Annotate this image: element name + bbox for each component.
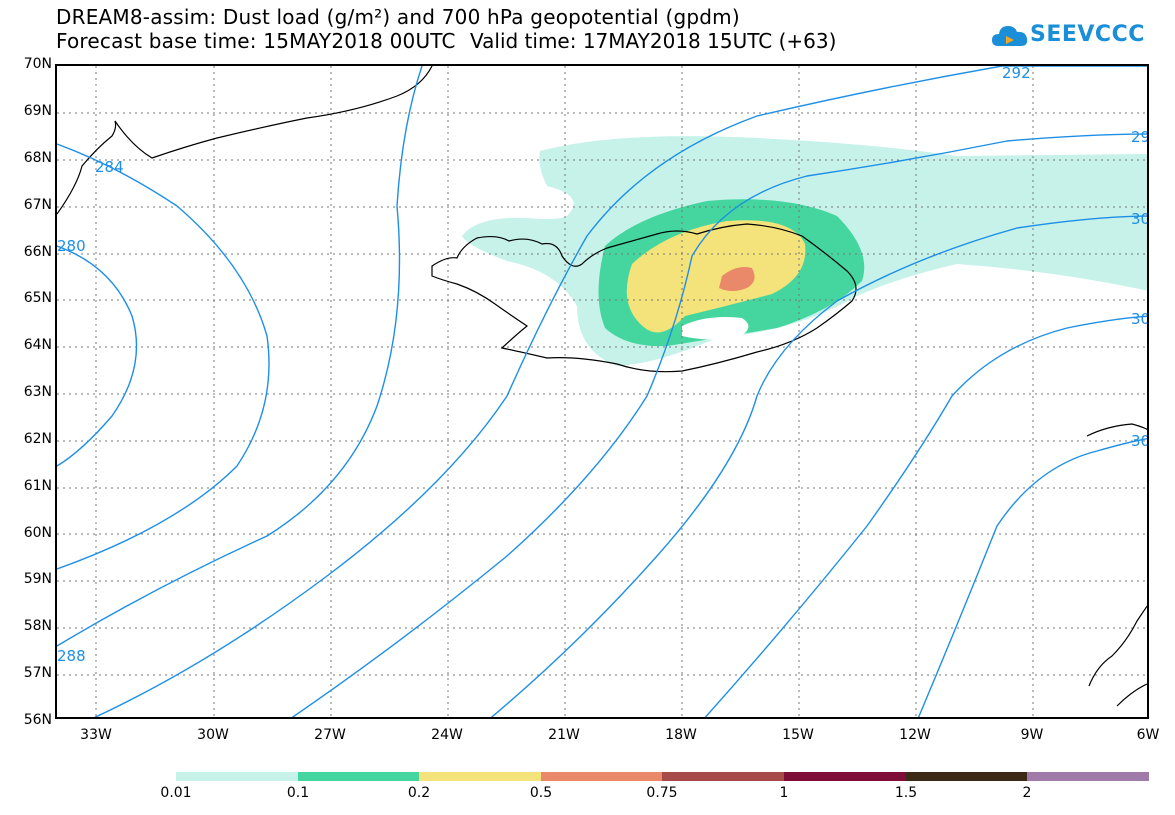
colorbar-swatch <box>662 772 784 781</box>
contour-308 <box>917 437 1147 717</box>
lon-label: 21W <box>548 727 580 743</box>
lon-label: 33W <box>80 727 112 743</box>
contour-label: 300 <box>1131 210 1149 228</box>
geopotential-contours <box>57 66 1147 717</box>
forecast-base-time: Forecast base time: 15MAY2018 00UTC <box>56 29 456 53</box>
lon-label: 24W <box>431 727 463 743</box>
lat-label: 70N <box>23 56 52 72</box>
valid-time: Valid time: 17MAY2018 15UTC (+63) <box>470 29 837 53</box>
lon-label: 27W <box>314 727 346 743</box>
greenland-coast <box>57 66 433 215</box>
lon-label: 12W <box>899 727 931 743</box>
lat-label: 68N <box>23 150 52 166</box>
contour-label: 296 <box>1131 128 1149 146</box>
cloud-icon <box>992 26 1028 46</box>
contour-284 <box>57 143 270 570</box>
contour-300 <box>490 215 1147 717</box>
graticule <box>57 66 1147 717</box>
coastlines <box>57 66 1147 707</box>
contour-288 <box>57 66 423 647</box>
lat-label: 59N <box>23 571 52 587</box>
map-title: DREAM8-assim: Dust load (g/m²) and 700 h… <box>56 5 740 29</box>
colorbar-label: 0.1 <box>286 785 310 801</box>
lat-label: 60N <box>23 525 52 541</box>
colorbar-label: 0.01 <box>160 785 192 801</box>
colorbar-swatch <box>298 772 419 781</box>
map-plot-area: 284 280 288 292 296 300 304 308 <box>55 64 1149 719</box>
colorbar-label: 2 <box>1022 785 1032 801</box>
contour-label: 280 <box>57 237 86 255</box>
colorbar-swatch <box>906 772 1027 781</box>
contour-label: 304 <box>1131 310 1149 328</box>
lon-label: 6W <box>1136 727 1160 743</box>
dust-level-0.2 <box>626 220 806 333</box>
contour-304 <box>704 315 1147 717</box>
contour-label: 284 <box>95 158 124 176</box>
contour-label: 288 <box>57 647 86 665</box>
lat-label: 67N <box>23 197 52 213</box>
lat-label: 62N <box>23 431 52 447</box>
iceland-coast <box>431 223 857 373</box>
lat-label: 57N <box>23 665 52 681</box>
contour-label-group: 284 280 288 292 296 300 304 308 <box>57 66 1149 665</box>
logo-text: SEEVCCC <box>1030 22 1145 47</box>
lat-label: 63N <box>23 384 52 400</box>
lon-label: 15W <box>782 727 814 743</box>
lat-label: 58N <box>23 618 52 634</box>
contour-label: 308 <box>1131 432 1149 450</box>
colorbar-swatch <box>1027 772 1149 781</box>
contour-280 <box>57 245 138 467</box>
faroe-norway-coast <box>1086 423 1147 437</box>
lat-label: 65N <box>23 290 52 306</box>
lat-label: 64N <box>23 337 52 353</box>
seevccc-logo: SEEVCCC <box>990 14 1150 58</box>
colorbar-swatch <box>176 772 298 781</box>
colorbar-label: 0.5 <box>529 785 553 801</box>
contour-292 <box>93 66 1147 717</box>
map-svg: 284 280 288 292 296 300 304 308 <box>57 66 1149 717</box>
lat-label: 56N <box>23 712 52 728</box>
lat-label: 69N <box>23 103 52 119</box>
colorbar-label: 1.5 <box>894 785 918 801</box>
lon-label: 30W <box>197 727 229 743</box>
colorbar-label: 0.75 <box>646 785 678 801</box>
lat-label: 66N <box>23 244 52 260</box>
colorbar-label: 1 <box>779 785 789 801</box>
colorbar-label: 0.2 <box>407 785 431 801</box>
contour-label: 292 <box>1002 66 1031 82</box>
dust-level-0.5 <box>719 267 755 291</box>
dust-clear-area <box>682 317 749 340</box>
lon-label: 9W <box>1020 727 1044 743</box>
lat-label: 61N <box>23 478 52 494</box>
scotland-coast <box>1088 605 1147 707</box>
contour-296 <box>291 133 1147 717</box>
colorbar-swatch <box>784 772 906 781</box>
colorbar-swatch <box>541 772 662 781</box>
lon-label: 18W <box>665 727 697 743</box>
colorbar-swatch <box>419 772 541 781</box>
dust-load-field <box>462 136 1147 366</box>
